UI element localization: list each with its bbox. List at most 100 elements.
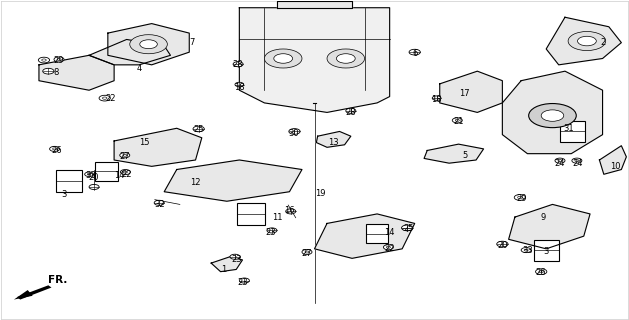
Circle shape	[518, 196, 522, 199]
Polygon shape	[14, 290, 33, 300]
Text: 6: 6	[412, 49, 418, 58]
Polygon shape	[546, 17, 621, 65]
Bar	[57, 170, 82, 192]
Polygon shape	[316, 132, 351, 147]
Circle shape	[274, 54, 292, 63]
Circle shape	[38, 57, 50, 63]
Circle shape	[120, 170, 130, 175]
Circle shape	[43, 68, 54, 74]
Text: 29: 29	[53, 56, 64, 65]
Text: 1: 1	[221, 265, 226, 274]
Text: 24: 24	[572, 159, 582, 168]
Text: 10: 10	[610, 162, 620, 171]
Text: 28: 28	[233, 60, 243, 69]
Circle shape	[54, 57, 64, 62]
Bar	[96, 162, 118, 180]
Text: 20: 20	[89, 173, 99, 182]
Text: 33: 33	[85, 172, 96, 180]
Circle shape	[42, 59, 46, 61]
Polygon shape	[39, 55, 114, 90]
Circle shape	[386, 246, 391, 248]
Circle shape	[535, 269, 547, 275]
Text: 5: 5	[462, 151, 467, 160]
Circle shape	[528, 104, 576, 128]
Circle shape	[572, 158, 582, 163]
Polygon shape	[164, 160, 302, 201]
Circle shape	[432, 96, 441, 100]
Circle shape	[123, 171, 128, 173]
Circle shape	[140, 40, 157, 49]
Polygon shape	[314, 214, 415, 258]
Circle shape	[497, 241, 508, 247]
Text: 30: 30	[289, 129, 299, 138]
Circle shape	[558, 160, 562, 162]
Circle shape	[305, 251, 309, 253]
Circle shape	[154, 200, 164, 205]
Circle shape	[267, 228, 277, 233]
Circle shape	[233, 62, 243, 67]
Circle shape	[555, 158, 565, 163]
Text: 28: 28	[345, 108, 356, 117]
Circle shape	[57, 59, 61, 60]
Polygon shape	[108, 24, 189, 65]
Circle shape	[123, 154, 127, 156]
Text: 13: 13	[328, 138, 338, 147]
Circle shape	[524, 249, 528, 251]
Text: 11: 11	[272, 212, 282, 222]
Text: 25: 25	[403, 224, 414, 233]
Circle shape	[286, 209, 296, 214]
Circle shape	[521, 248, 531, 252]
Text: 22: 22	[121, 170, 132, 179]
Text: 3: 3	[61, 190, 67, 199]
Circle shape	[577, 36, 596, 46]
Circle shape	[235, 82, 243, 87]
Circle shape	[99, 95, 110, 101]
Polygon shape	[503, 71, 603, 154]
Text: 29: 29	[516, 194, 526, 203]
Bar	[560, 121, 585, 142]
Bar	[366, 224, 388, 243]
Text: 27: 27	[302, 249, 312, 258]
Circle shape	[409, 49, 420, 55]
Circle shape	[455, 119, 459, 121]
Text: 23: 23	[237, 278, 248, 287]
Circle shape	[568, 32, 606, 51]
Text: 2: 2	[600, 38, 605, 47]
Text: 33: 33	[522, 246, 533, 255]
Polygon shape	[240, 8, 389, 112]
Circle shape	[327, 49, 365, 68]
Circle shape	[289, 129, 300, 134]
Circle shape	[130, 35, 167, 54]
Circle shape	[539, 270, 543, 273]
Text: 27: 27	[120, 152, 130, 161]
Circle shape	[85, 172, 94, 177]
Polygon shape	[114, 128, 202, 166]
Text: 20: 20	[497, 241, 508, 250]
Circle shape	[346, 108, 356, 113]
Circle shape	[264, 49, 302, 68]
Text: 14: 14	[384, 228, 395, 237]
Circle shape	[541, 110, 564, 121]
Text: 22: 22	[384, 244, 395, 253]
Polygon shape	[277, 1, 352, 8]
Circle shape	[230, 254, 240, 259]
Text: 31: 31	[563, 124, 574, 133]
Text: FR.: FR.	[48, 275, 68, 285]
Circle shape	[452, 118, 462, 123]
Circle shape	[103, 97, 107, 99]
Text: 4: 4	[136, 63, 142, 73]
Text: 26: 26	[536, 268, 547, 277]
Text: 12: 12	[190, 178, 201, 187]
Polygon shape	[211, 257, 243, 272]
Text: 26: 26	[51, 146, 62, 155]
Text: 14: 14	[114, 172, 125, 180]
Text: 21: 21	[454, 117, 464, 126]
Text: 15: 15	[139, 138, 150, 147]
Circle shape	[87, 173, 91, 175]
Circle shape	[240, 278, 249, 283]
Text: 8: 8	[54, 68, 59, 77]
Polygon shape	[509, 204, 590, 249]
Text: 7: 7	[190, 38, 195, 47]
Circle shape	[401, 225, 413, 231]
Circle shape	[302, 250, 312, 254]
